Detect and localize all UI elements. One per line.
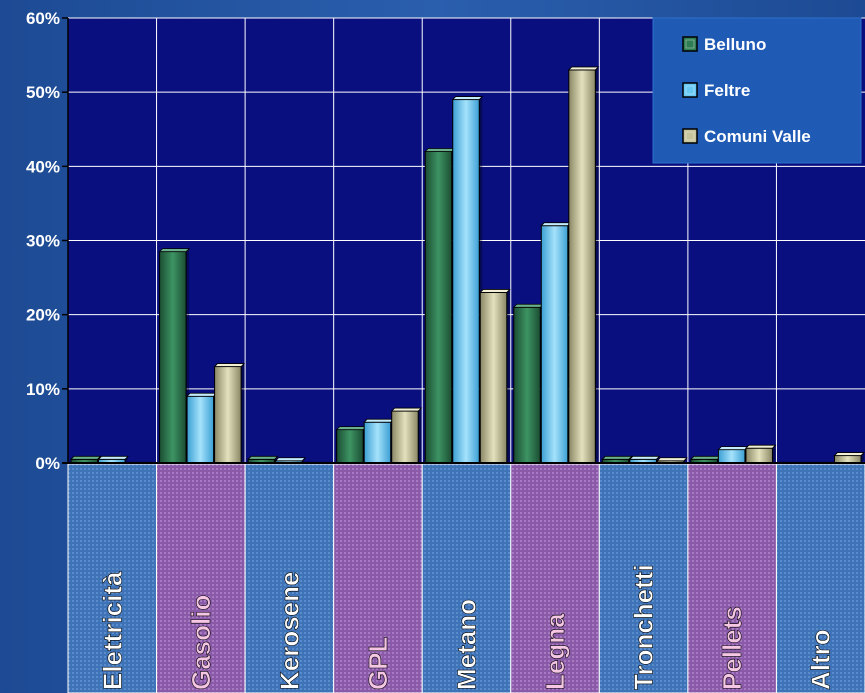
category-band	[687, 463, 777, 693]
bar-top-face	[335, 426, 368, 431]
x-category-label: Tronchetti	[629, 564, 659, 690]
x-category-label: Pellets	[717, 606, 747, 690]
bar-belluno	[424, 151, 453, 464]
bar-top-face	[656, 457, 688, 462]
bar-top-face	[424, 148, 456, 152]
bar-side-face	[125, 456, 129, 463]
x-category-label: Metano	[452, 599, 482, 690]
bar-top-face	[97, 455, 130, 460]
bar-top-face	[512, 303, 545, 308]
bar-feltre	[717, 449, 746, 464]
category-band	[67, 463, 158, 693]
bar-top-face	[247, 455, 279, 460]
legend-label: Belluno	[704, 35, 766, 54]
bar-top-face	[744, 444, 777, 449]
x-category-label: Kerosene	[274, 572, 304, 691]
bar-top-face	[363, 418, 395, 423]
bar-comuni-valle	[833, 455, 862, 464]
y-axis: 0% 10% 20% 30% 40% 50% 60%	[26, 9, 68, 473]
y-tick-label: 50%	[26, 83, 60, 102]
bar-top-face	[717, 446, 749, 451]
legend-swatch-inner	[685, 85, 695, 95]
bar-comuni-valle	[214, 366, 242, 464]
bar-top-face	[689, 455, 722, 460]
bar-top-face	[390, 407, 423, 412]
bar-side-face	[595, 66, 599, 464]
bar-comuni-valle	[391, 410, 419, 464]
legend-swatch	[682, 36, 698, 52]
y-tick-label: 40%	[26, 157, 60, 176]
grid-vertical	[156, 18, 777, 463]
bar-side-face	[861, 452, 864, 463]
bar-side-face	[241, 363, 245, 463]
x-category-label: Altro	[806, 629, 836, 690]
category-band	[244, 463, 335, 693]
x-category-label: Gasolio	[186, 595, 216, 690]
x-category-label: Legna	[540, 613, 570, 690]
bar-top-face	[833, 452, 865, 456]
bar-top-face	[628, 455, 661, 460]
x-category-label: Elettricità	[97, 571, 127, 690]
bar-feltre	[186, 395, 215, 464]
category-band	[156, 463, 246, 693]
bar-top-face	[479, 289, 511, 293]
bar-comuni-valle	[745, 447, 773, 464]
legend-swatch	[682, 128, 698, 144]
category-band	[510, 463, 600, 693]
category-bands: Elettricità Gasolio Kerosene GPL Metano Legna…	[67, 463, 865, 693]
bar-top-face	[567, 66, 600, 71]
legend-swatch-inner	[685, 131, 695, 141]
legend: Belluno Feltre Comuni Valle	[652, 17, 862, 164]
bar-side-face	[772, 445, 776, 463]
bar-side-face	[506, 289, 510, 463]
bar-top-face	[274, 457, 307, 462]
bar-top-face	[213, 363, 246, 367]
bar-top-face	[540, 222, 572, 227]
category-band	[333, 463, 423, 693]
bar-side-face	[418, 408, 422, 463]
bar-belluno	[336, 429, 364, 464]
y-tick-label: 30%	[26, 232, 60, 251]
bar-top-face	[158, 248, 191, 253]
bar-top-face	[601, 455, 633, 460]
bar-feltre	[540, 225, 569, 464]
legend-swatch	[682, 82, 698, 98]
bar-feltre	[452, 99, 480, 464]
bar-top-face	[70, 455, 102, 460]
category-band	[775, 463, 865, 693]
category-band	[598, 463, 689, 693]
category-band	[421, 463, 512, 693]
bar-side-face	[302, 457, 306, 463]
legend-swatch-inner	[685, 39, 695, 49]
bar-belluno	[159, 251, 187, 464]
bar-side-face	[683, 457, 687, 463]
bar-comuni-valle	[479, 291, 508, 464]
bar-feltre	[363, 421, 392, 464]
y-tick-label: 0%	[35, 454, 60, 473]
bar-top-face	[186, 392, 218, 397]
legend-label: Feltre	[704, 81, 750, 100]
y-tick-label: 60%	[26, 9, 60, 28]
bar-top-face	[451, 96, 484, 100]
x-category-label: GPL	[363, 636, 393, 690]
y-tick-label: 20%	[26, 306, 60, 325]
bar-belluno	[513, 306, 541, 464]
y-tick-label: 10%	[26, 380, 60, 399]
legend-label: Comuni Valle	[704, 127, 811, 146]
bar-comuni-valle	[568, 69, 596, 464]
